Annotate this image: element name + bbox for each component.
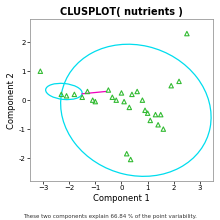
Point [91,98,94,102]
Text: These two components explain 66.84 % of the point variability.: These two components explain 66.84 % of … [23,214,197,219]
Point [125,152,128,156]
Point [159,113,163,116]
Point [141,98,144,102]
Point [177,80,181,83]
Point [65,94,68,98]
Point [161,127,165,131]
Point [86,90,89,93]
X-axis label: Component 1: Component 1 [93,194,150,203]
Point [154,113,157,116]
Point [60,93,63,96]
Point [81,95,84,99]
Point [120,91,123,95]
Point [94,100,97,103]
Point [114,98,118,102]
Point [169,84,173,87]
Point [148,119,152,122]
Point [128,106,131,109]
Point [107,88,110,92]
Title: CLUSPLOT( nutrients ): CLUSPLOT( nutrients ) [60,7,183,17]
Point [146,111,149,115]
Point [73,93,76,96]
Point [143,108,147,112]
Point [156,123,160,126]
Point [38,70,42,73]
Point [185,32,189,35]
Point [122,100,126,103]
Point [136,90,139,93]
Point [129,158,132,161]
Point [111,95,114,99]
Y-axis label: Component 2: Component 2 [7,72,16,128]
Point [130,93,134,96]
